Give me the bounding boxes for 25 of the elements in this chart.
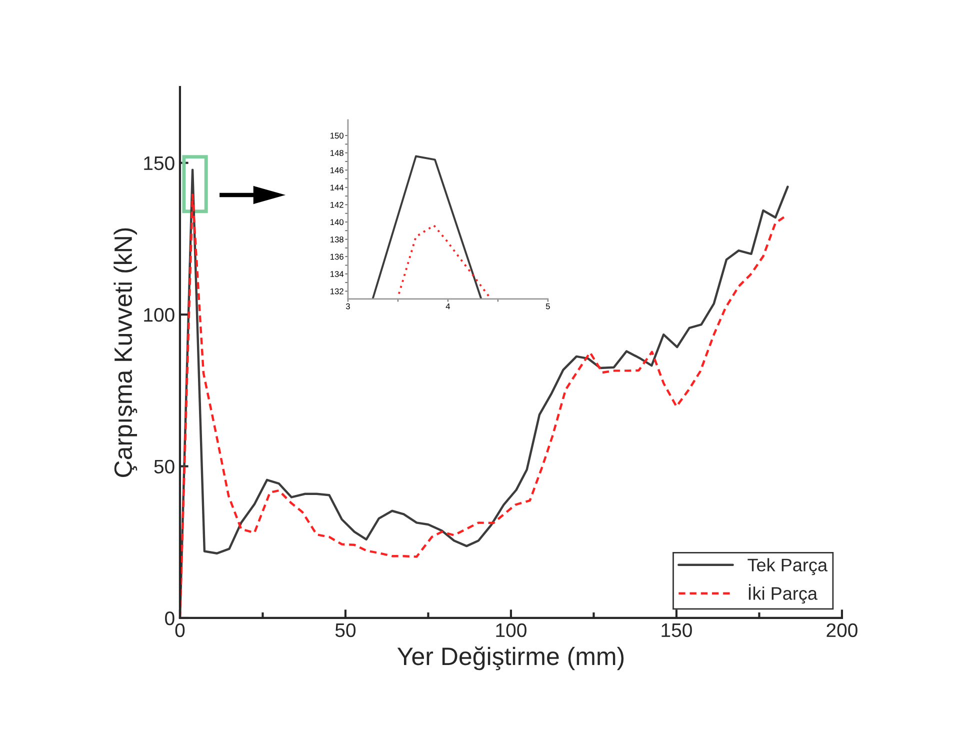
- y-axis-title: Çarpışma Kuvveti (kN): [114, 228, 138, 477]
- y-tick-label: 134: [330, 271, 344, 277]
- legend-label: Tek Parça: [748, 558, 828, 576]
- y-tick-label: 138: [330, 236, 344, 242]
- x-tick-label: 200: [826, 623, 858, 638]
- x-tick-label: 100: [496, 623, 526, 638]
- legend-label: İki Parça: [748, 584, 818, 604]
- line-series: [398, 224, 490, 298]
- y-tick-label: 50: [154, 460, 174, 474]
- y-tick-label: 144: [330, 184, 344, 190]
- y-tick-label: 132: [330, 288, 344, 294]
- y-tick-label: 150: [144, 156, 174, 170]
- x-tick-label: 150: [662, 623, 692, 638]
- y-tick-label: 148: [330, 150, 344, 156]
- y-tick-label: 0: [165, 611, 174, 626]
- x-tick-label: 3: [346, 303, 350, 310]
- y-tick-label: 146: [330, 167, 344, 174]
- x-tick-label: 5: [546, 303, 550, 310]
- y-tick-label: 150: [330, 132, 344, 139]
- y-tick-label: 142: [330, 202, 344, 208]
- y-tick-label: 140: [330, 219, 344, 226]
- x-tick-label: 0: [175, 623, 185, 638]
- y-tick-label: 136: [330, 254, 344, 260]
- x-tick-label: 4: [446, 303, 450, 310]
- x-axis-title: Yer Değiştirme (mm): [397, 646, 624, 670]
